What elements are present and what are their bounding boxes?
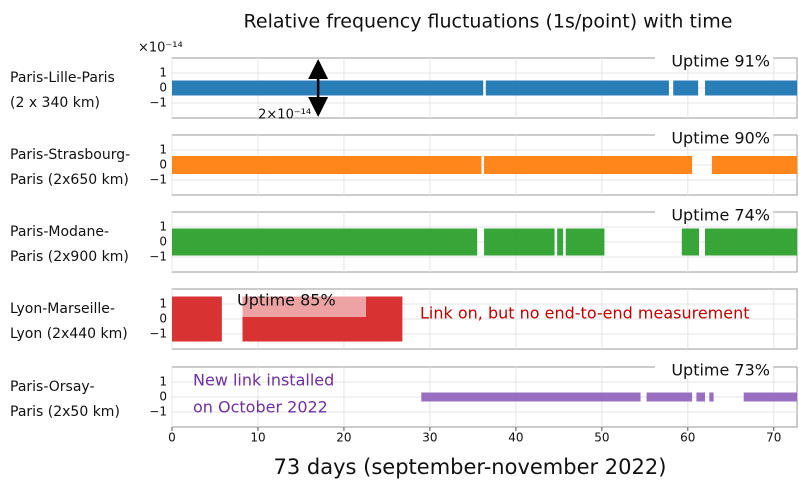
y-tick-label: −1 <box>149 96 167 110</box>
annotation-box <box>655 130 773 146</box>
annotation-box <box>655 207 773 223</box>
panel-label: (2 x 340 km) <box>10 95 100 111</box>
annotation-box <box>655 53 773 69</box>
data-band <box>743 392 797 402</box>
arrow-label: 2×10⁻¹⁴ <box>258 108 311 123</box>
data-band <box>484 228 555 256</box>
x-tick-label: 60 <box>680 431 695 445</box>
panel-label: Paris-Modane- <box>10 224 109 240</box>
y-tick-label: −1 <box>149 405 167 419</box>
data-band <box>696 392 706 402</box>
y-tick-label: 0 <box>159 235 167 249</box>
panel-label: Lyon-Marseille- <box>10 301 115 317</box>
x-tick-label: 10 <box>250 431 265 445</box>
y-tick-label: −1 <box>149 327 167 341</box>
y-tick-label: 0 <box>159 390 167 404</box>
data-band <box>172 228 478 256</box>
x-tick-label: 70 <box>766 431 781 445</box>
panel-label: Paris-Lille-Paris <box>10 70 115 86</box>
data-band <box>484 156 693 174</box>
data-band <box>681 228 699 256</box>
x-tick-label: 20 <box>336 431 351 445</box>
y-tick-label: 0 <box>159 312 167 326</box>
data-band <box>557 228 564 256</box>
y-tick-label: 1 <box>159 143 167 157</box>
data-band <box>709 392 714 402</box>
data-band <box>646 392 693 402</box>
panel-label: Paris (2x900 km) <box>10 249 129 265</box>
note: on October 2022 <box>193 398 328 417</box>
data-band <box>565 228 605 256</box>
exponent-label: ×10⁻¹⁴ <box>138 41 183 56</box>
data-band <box>705 80 797 96</box>
annotation-box <box>236 291 366 317</box>
uptime-label: Uptime 91% <box>671 52 770 71</box>
y-tick-label: 1 <box>159 375 167 389</box>
panel-label: Paris (2x650 km) <box>10 172 129 188</box>
panel-label: Paris (2x50 km) <box>10 404 120 420</box>
x-axis-label: 73 days (september-november 2022) <box>274 455 667 479</box>
data-band <box>172 80 484 96</box>
data-band <box>485 80 669 96</box>
annotation-box <box>655 362 773 378</box>
x-tick-label: 40 <box>508 431 523 445</box>
y-tick-label: −1 <box>149 250 167 264</box>
y-tick-label: 1 <box>159 220 167 234</box>
note: Link on, but no end-to-end measurement <box>420 304 750 323</box>
y-tick-label: −1 <box>149 173 167 187</box>
y-tick-label: 1 <box>159 297 167 311</box>
y-tick-label: 1 <box>159 66 167 80</box>
chart-title: Relative frequency fluctuations (1s/poin… <box>244 11 733 33</box>
panel-label: Lyon (2x440 km) <box>10 326 128 342</box>
uptime-label: Uptime 74% <box>671 206 770 225</box>
x-tick-label: 0 <box>168 431 176 445</box>
data-band <box>705 228 797 256</box>
data-band <box>421 392 641 402</box>
note: New link installed <box>193 371 334 390</box>
y-tick-label: 0 <box>159 158 167 172</box>
data-band <box>711 156 797 174</box>
panel-label: Paris-Strasbourg- <box>10 147 130 163</box>
data-band <box>172 296 222 342</box>
x-tick-label: 50 <box>594 431 609 445</box>
x-tick-label: 30 <box>422 431 437 445</box>
data-band <box>172 156 482 174</box>
uptime-label: Uptime 85% <box>237 291 336 310</box>
uptime-label: Uptime 90% <box>671 129 770 148</box>
uptime-label: Uptime 73% <box>671 361 770 380</box>
y-tick-label: 0 <box>159 81 167 95</box>
panel-label: Paris-Orsay- <box>10 379 95 395</box>
data-band <box>673 80 699 96</box>
